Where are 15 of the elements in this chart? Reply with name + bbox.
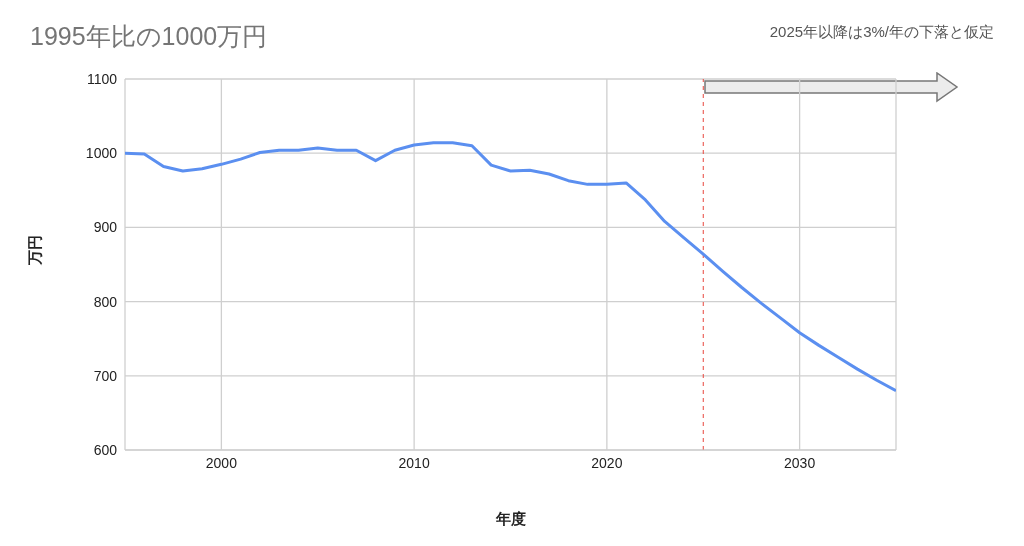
- y-tick-label: 700: [93, 367, 118, 384]
- y-axis-title: 万円: [26, 234, 44, 266]
- x-tick-label: 2010: [398, 454, 430, 471]
- y-tick-label: 900: [93, 219, 118, 236]
- x-tick-label: 2020: [591, 454, 623, 471]
- y-tick-label: 1000: [85, 145, 118, 162]
- line-series: [125, 141, 896, 393]
- y-tick-label: 800: [93, 293, 118, 310]
- y-tick-label: 1100: [86, 70, 118, 87]
- chart-title: 1995年比の1000万円: [30, 21, 268, 52]
- x-tick-label: 2000: [205, 454, 238, 471]
- x-tick-label: 2030: [784, 454, 816, 471]
- x-axis-title: 年度: [494, 510, 526, 527]
- y-tick-label: 600: [93, 441, 118, 458]
- text: 2025年以降は3%/年の下落と仮定: [769, 23, 994, 42]
